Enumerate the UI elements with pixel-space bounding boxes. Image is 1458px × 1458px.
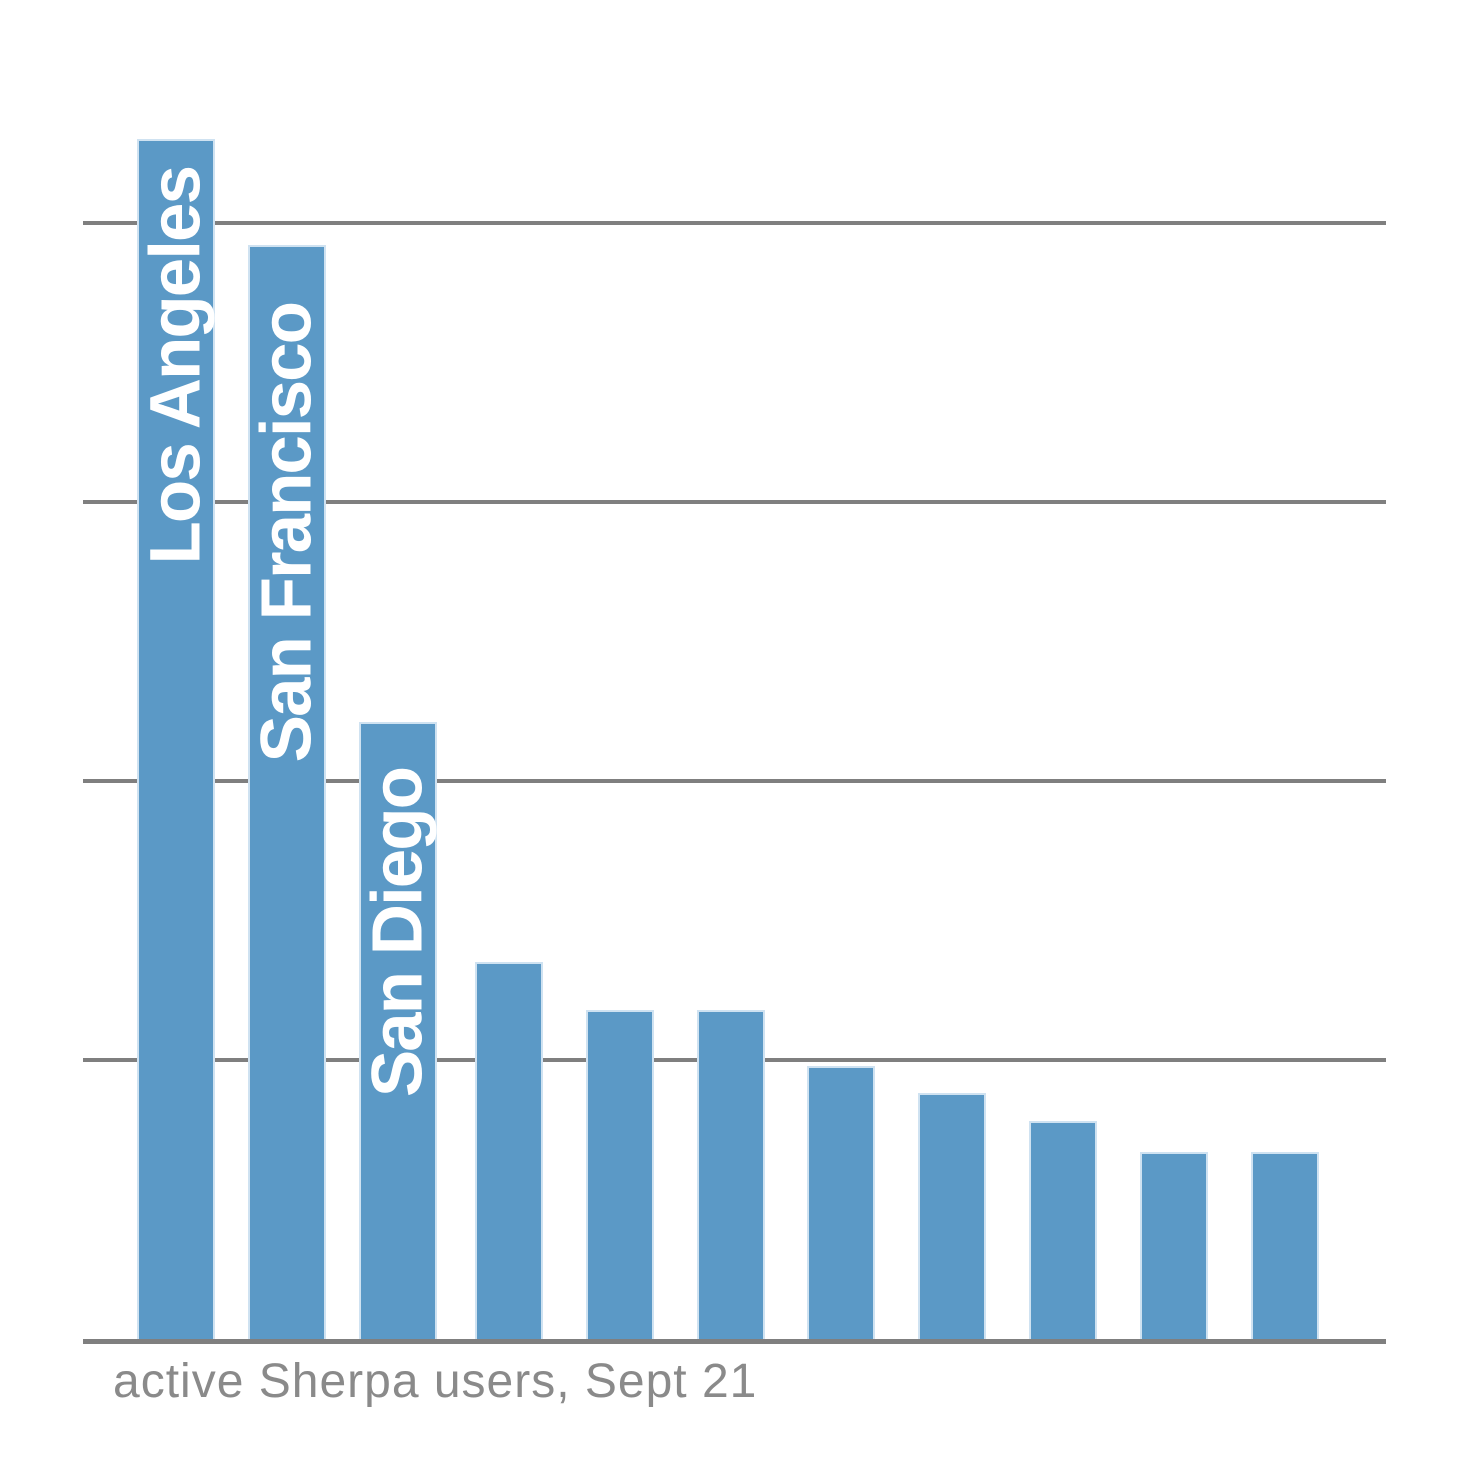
bar-los-angeles: Los Angeles: [136, 139, 216, 1343]
bar-label: San Francisco: [247, 303, 327, 763]
bar: [1251, 1152, 1319, 1343]
bar-san-diego: San Diego: [358, 722, 438, 1343]
bar-label: Los Angeles: [136, 167, 216, 565]
gridline: [83, 221, 1386, 225]
bar: [1140, 1152, 1208, 1343]
bar: [807, 1066, 875, 1343]
bar: [586, 1010, 654, 1343]
bar: [697, 1010, 765, 1343]
gridline: [83, 779, 1386, 783]
bar-label: San Diego: [358, 768, 438, 1098]
chart-caption: active Sherpa users, Sept 21: [113, 1355, 758, 1408]
gridline: [83, 500, 1386, 504]
bar: [475, 962, 543, 1343]
x-axis-baseline: [83, 1339, 1386, 1344]
bar: [1029, 1121, 1097, 1343]
bar-san-francisco: San Francisco: [247, 245, 327, 1343]
bar: [918, 1093, 986, 1343]
